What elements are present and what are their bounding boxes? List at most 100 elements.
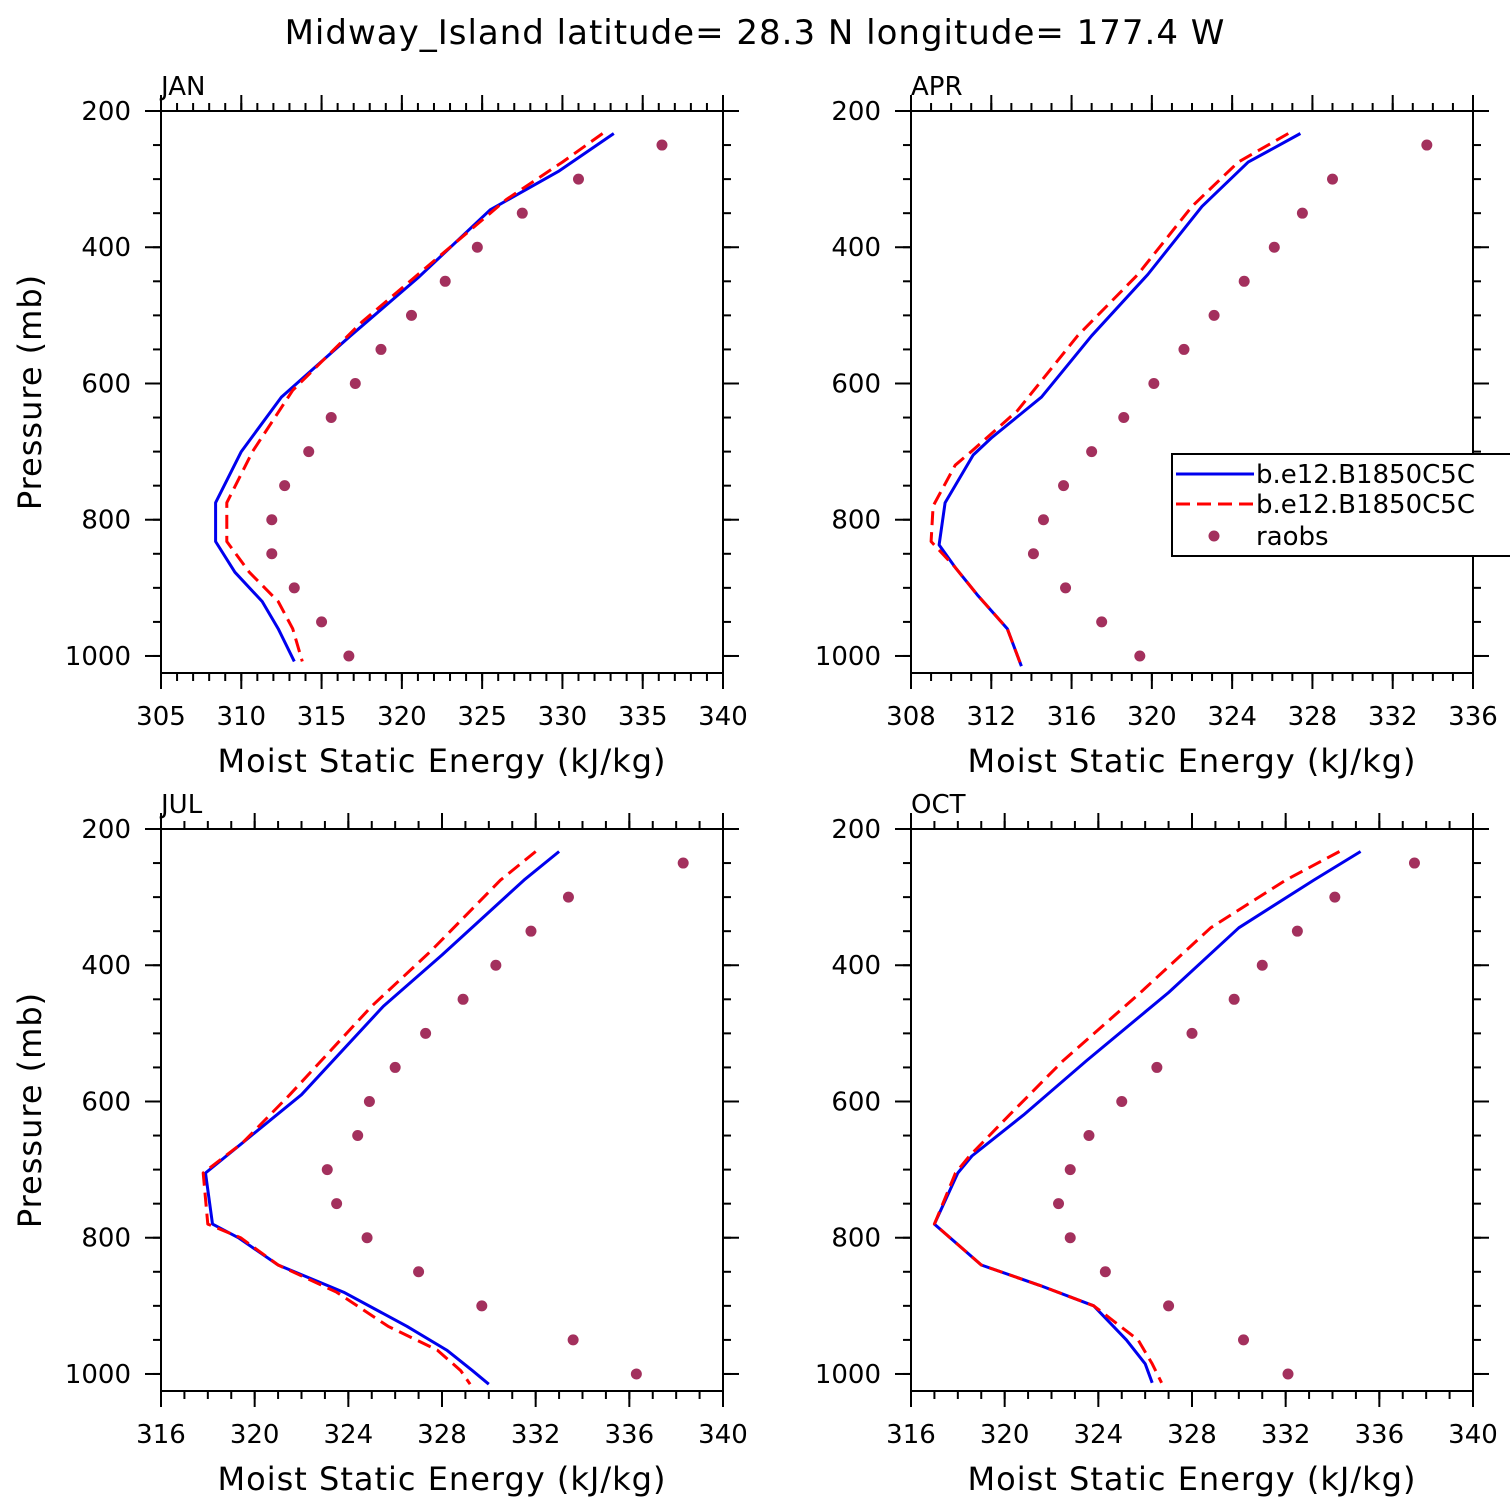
raobs-point	[1151, 1061, 1163, 1073]
x-tick-label: 336	[1355, 1420, 1405, 1450]
y-tick-label: 400	[81, 233, 131, 263]
x-tick-label: 328	[1167, 1420, 1217, 1450]
y-tick-label: 1000	[65, 1360, 131, 1390]
y-tick-label: 800	[81, 1224, 131, 1254]
raobs-point	[352, 1130, 364, 1142]
y-tick-label: 400	[831, 951, 881, 981]
raobs-point	[316, 616, 328, 628]
y-tick-label: 200	[81, 97, 131, 127]
raobs-point	[303, 446, 315, 458]
x-tick-label: 335	[618, 702, 668, 732]
raobs-point	[389, 1061, 401, 1073]
raobs-point	[266, 548, 278, 560]
raobs-point	[1228, 993, 1240, 1005]
x-tick-label: 340	[698, 702, 748, 732]
y-tick-label: 600	[81, 369, 131, 399]
raobs-point	[1064, 1232, 1076, 1244]
raobs-point	[439, 275, 451, 287]
x-tick-label: 328	[1288, 702, 1338, 732]
raobs-point	[1053, 1198, 1065, 1210]
panels: 305 310 315 320 325 330 335 340 200 400 600 800 1000…	[11, 72, 1510, 1498]
x-tick-label: 336	[605, 1420, 655, 1450]
raobs-point	[1291, 925, 1303, 937]
raobs-point	[1027, 548, 1039, 560]
x-tick-label: 305	[136, 702, 186, 732]
raobs-point	[1282, 1368, 1294, 1380]
plot-frame	[160, 110, 724, 674]
y-tick-label: 800	[831, 1224, 881, 1254]
raobs-point	[1421, 139, 1433, 151]
x-tick-label: 332	[1368, 702, 1418, 732]
x-tick-label: 316	[886, 1420, 936, 1450]
x-tick-label: 324	[1074, 1420, 1124, 1450]
x-tick-label: 332	[511, 1420, 561, 1450]
x-tick-label: 308	[886, 702, 936, 732]
legend-label: b.e12.B1850C5C	[1256, 460, 1475, 490]
raobs-point	[279, 480, 291, 492]
raobs-point	[420, 1027, 432, 1039]
raobs-point	[1296, 207, 1308, 219]
raobs-point	[1058, 480, 1070, 492]
x-axis-label: Moist Static Energy (kJ/kg)	[218, 742, 667, 780]
raobs-point	[288, 582, 300, 594]
series-line-model-2	[929, 132, 1290, 667]
plot-frame	[160, 828, 724, 1392]
raobs-point	[1064, 1164, 1076, 1176]
y-tick-label: 600	[831, 1087, 881, 1117]
raobs-point	[516, 207, 528, 219]
raobs-point	[1037, 514, 1049, 526]
raobs-point	[1327, 173, 1338, 185]
raobs-point	[1238, 275, 1250, 287]
panel-title: APR	[911, 72, 963, 102]
raobs-point	[525, 925, 537, 937]
raobs-point	[1116, 1095, 1128, 1107]
y-tick-label: 200	[831, 97, 881, 127]
series-line-model-1	[937, 132, 1302, 667]
raobs-point	[1096, 616, 1108, 628]
y-tick-label: 400	[831, 233, 881, 263]
raobs-point	[476, 1300, 488, 1312]
x-tick-label: 320	[1127, 702, 1177, 732]
x-tick-label: 340	[1448, 1420, 1498, 1450]
x-tick-label: 320	[230, 1420, 280, 1450]
raobs-point	[343, 650, 355, 662]
x-tick-label: 336	[1448, 702, 1498, 732]
raobs-point	[1083, 1130, 1095, 1142]
y-tick-label: 800	[81, 506, 131, 536]
raobs-point	[656, 139, 668, 151]
raobs-point	[1099, 1266, 1111, 1278]
y-tick-label: 600	[831, 369, 881, 399]
x-tick-label: 315	[297, 702, 347, 732]
raobs-point	[1186, 1027, 1198, 1039]
raobs-point	[1268, 241, 1280, 253]
raobs-point	[321, 1164, 333, 1176]
raobs-point	[349, 377, 361, 389]
raobs-point	[1163, 1300, 1175, 1312]
raobs-point	[363, 1095, 375, 1107]
raobs-point	[1208, 309, 1220, 321]
panel-jul: 316 320 324 328 332 336 340 200 400 600 800 1000 JUL…	[11, 790, 748, 1498]
y-axis-label: Pressure (mb)	[11, 992, 49, 1228]
raobs-point	[471, 241, 483, 253]
panel-jan: 305 310 315 320 325 330 335 340 200 400 600 800 1000…	[11, 72, 748, 780]
y-tick-label: 600	[81, 1087, 131, 1117]
plot-frame	[910, 828, 1474, 1392]
legend-label: raobs	[1256, 522, 1329, 552]
panel-title: OCT	[911, 790, 966, 820]
y-tick-label: 400	[81, 951, 131, 981]
raobs-point	[567, 1334, 579, 1346]
raobs-point	[266, 514, 278, 526]
series-line-model-1	[214, 132, 615, 663]
raobs-point	[457, 993, 469, 1005]
raobs-point	[572, 173, 584, 185]
x-axis-label: Moist Static Energy (kJ/kg)	[968, 742, 1417, 780]
panel-apr: 308 312 316 320 324 328 332 336 200 400 600 800 1000…	[815, 72, 1510, 780]
raobs-point	[677, 857, 689, 869]
plot-frame	[910, 110, 1474, 674]
plot-data	[201, 850, 689, 1386]
raobs-point	[1256, 959, 1268, 971]
figure-title: Midway_Island latitude= 28.3 N longitude…	[285, 13, 1226, 53]
x-tick-label: 324	[324, 1420, 374, 1450]
